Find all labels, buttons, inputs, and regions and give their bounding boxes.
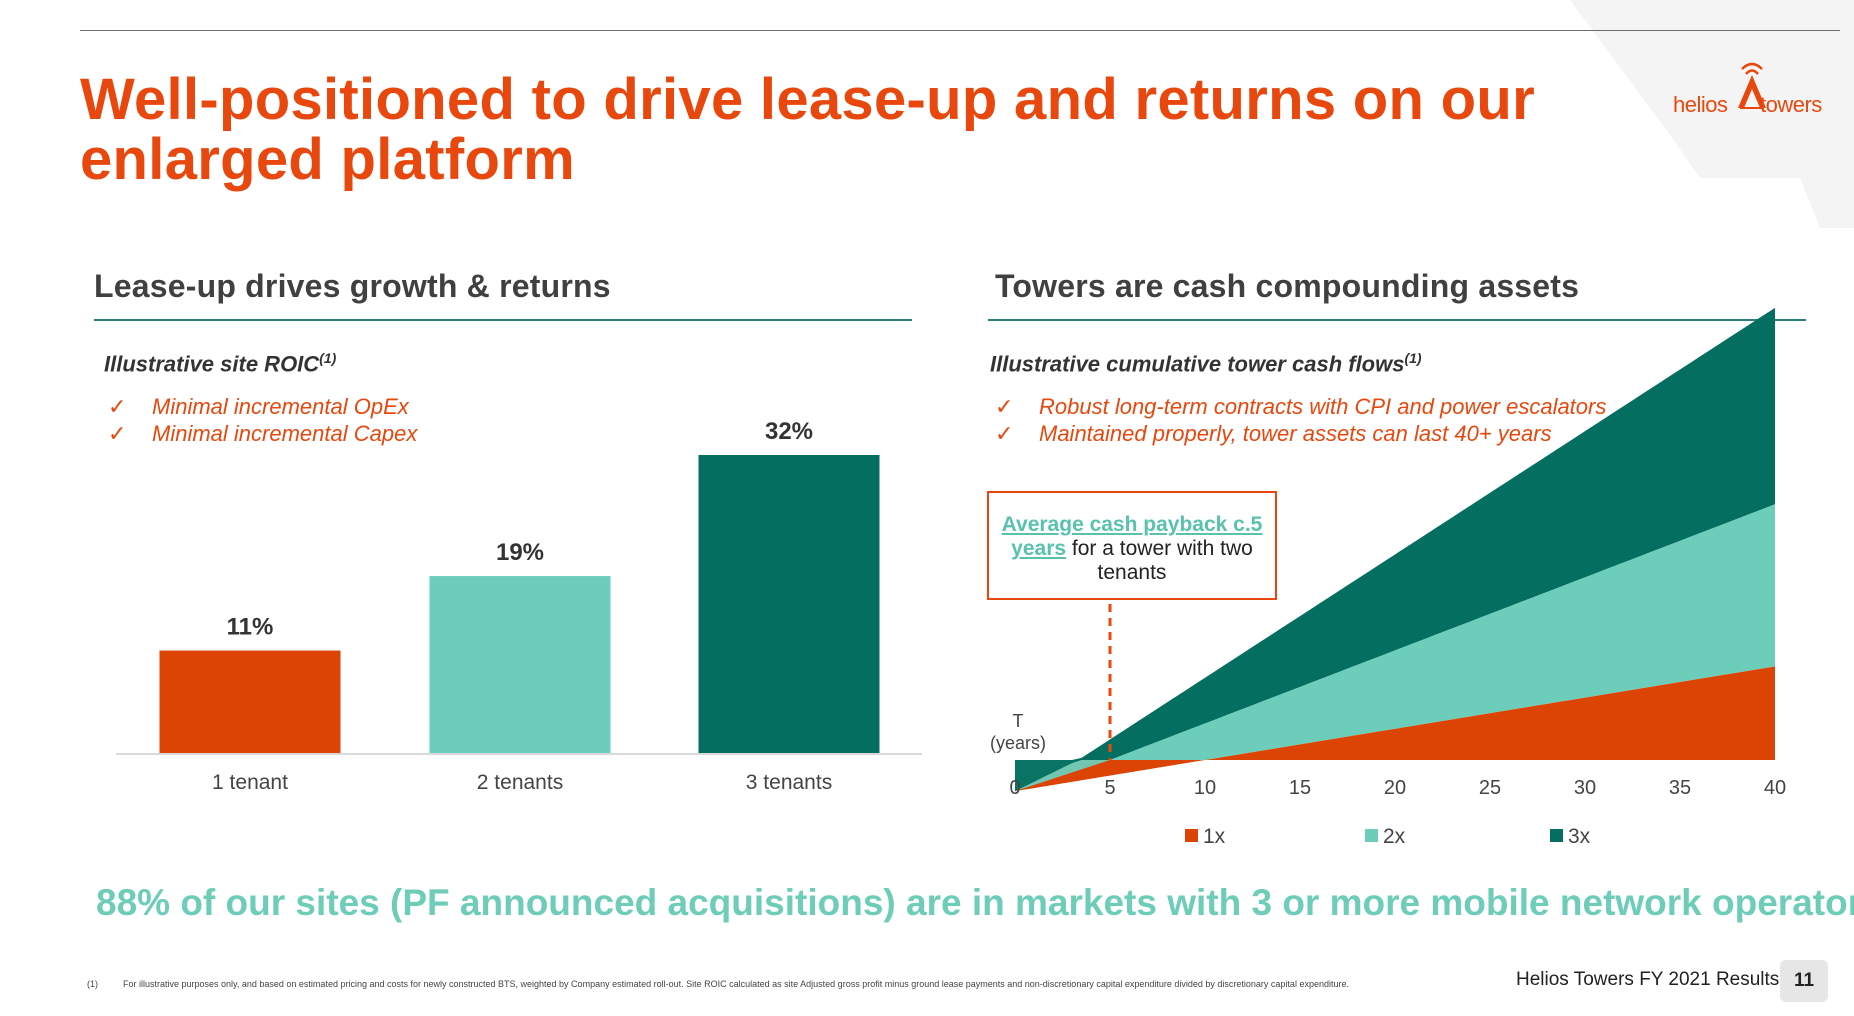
left-bullet-1-text: Minimal incremental OpEx [152, 394, 409, 419]
left-section-divider [94, 319, 912, 321]
x-tick-label-40: 40 [1764, 777, 1786, 799]
x-tick-label-30: 30 [1574, 777, 1596, 799]
payback-callout-box: Average cash payback c.5 years for a tow… [987, 491, 1277, 600]
bar-1 [159, 650, 341, 753]
right-subhead-footnote-marker: (1) [1404, 350, 1422, 366]
payback-rest: for a tower with two tenants [1071, 537, 1253, 584]
left-bullet-1: ✓ Minimal incremental OpEx [108, 394, 409, 420]
x-tick-label-0: 0 [1009, 777, 1020, 799]
x-tick-label-5: 5 [1104, 777, 1115, 799]
bar-category-label-2: 2 tenants [477, 771, 563, 794]
page-number: 11 [1780, 960, 1828, 1002]
legend-label-2x: 2x [1383, 825, 1406, 848]
footnote-text: For illustrative purposes only, and base… [123, 979, 1349, 989]
x-tick-label-25: 25 [1479, 777, 1501, 799]
right-bullet-1: ✓ Robust long-term contracts with CPI and… [995, 394, 1606, 420]
x-tick-label-10: 10 [1194, 777, 1216, 799]
bar-3 [698, 455, 880, 753]
check-icon: ✓ [108, 421, 127, 446]
helios-towers-logo [1738, 62, 1766, 109]
tower-icon [1738, 62, 1766, 109]
cash-flow-area-chart: 0 5 10 15 20 25 30 35 40 T (years) 1x 2x 3x [990, 307, 1786, 848]
left-bullet-2: ✓ Minimal incremental Capex [108, 421, 417, 447]
market-statistic-tagline: 88% of our sites (PF announced acquisiti… [96, 882, 1854, 923]
area-series-2x [1015, 504, 1775, 760]
legend-swatch-2x [1365, 829, 1378, 842]
logo-word-towers: towers [1760, 92, 1822, 117]
left-section-title: Lease-up drives growth & returns [94, 268, 611, 304]
bar-value-label-1: 11% [227, 614, 274, 641]
right-bullet-2-text: Maintained properly, tower assets can la… [1039, 421, 1552, 446]
bar-category-label-3: 3 tenants [746, 771, 832, 794]
left-bullet-2-text: Minimal incremental Capex [152, 421, 418, 446]
top-divider [80, 30, 1840, 31]
logo-word-helios: helios [1673, 92, 1728, 117]
area-series-1x [1015, 666, 1775, 760]
right-subhead: Illustrative cumulative tower cash flows… [990, 350, 1422, 377]
left-subhead-footnote-marker: (1) [319, 350, 337, 366]
check-icon: ✓ [995, 394, 1014, 419]
check-icon: ✓ [995, 421, 1014, 446]
axis-start-label-line-2: (years) [990, 733, 1046, 753]
bar-value-label-3: 32% [765, 418, 813, 445]
x-tick-label-20: 20 [1384, 777, 1406, 799]
area-series-3x [1015, 307, 1775, 760]
legend-swatch-3x [1550, 829, 1563, 842]
area-negative-2x [1015, 760, 1775, 792]
footer-title: Helios Towers FY 2021 Results [1516, 969, 1780, 990]
bar-value-label-2: 19% [496, 539, 544, 566]
x-tick-label-35: 35 [1669, 777, 1691, 799]
payback-highlight: Average cash payback c.5 years [1001, 513, 1263, 560]
right-bullet-1-text: Robust long-term contracts with CPI and … [1039, 394, 1607, 419]
check-icon: ✓ [108, 394, 127, 419]
legend-swatch-1x [1185, 829, 1198, 842]
right-subhead-text: Illustrative cumulative tower cash flows [990, 351, 1405, 377]
bar-category-label-1: 1 tenant [212, 771, 288, 794]
axis-start-label-line-1: T [1013, 711, 1024, 731]
left-subhead-text: Illustrative site ROIC [104, 351, 320, 377]
x-tick-label-15: 15 [1289, 777, 1311, 799]
axis-start-label: T (years) [990, 711, 1046, 753]
page-title: Well-positioned to drive lease-up and re… [80, 67, 1536, 192]
right-section-title: Towers are cash compounding assets [995, 268, 1580, 304]
left-subhead: Illustrative site ROIC(1) [104, 350, 336, 377]
right-section-divider [988, 319, 1806, 321]
footnote-number: (1) [87, 979, 98, 989]
roic-bar-chart: 11% 1 tenant 19% 2 tenants 32% 3 tenants [116, 418, 922, 794]
legend-label-1x: 1x [1203, 825, 1226, 848]
bar-2 [429, 576, 611, 753]
legend-label-3x: 3x [1568, 825, 1591, 848]
right-bullet-2: ✓ Maintained properly, tower assets can l… [995, 421, 1552, 447]
